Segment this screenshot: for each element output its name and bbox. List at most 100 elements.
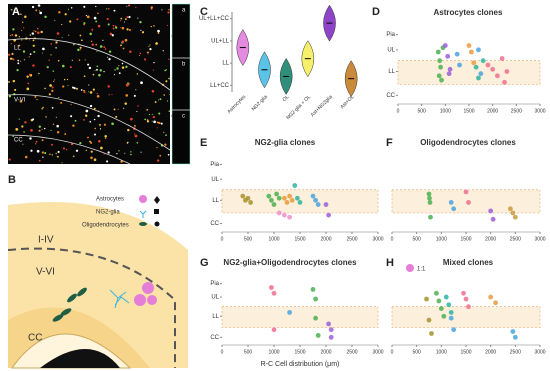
y-tick-label: LL+CC: [210, 83, 230, 89]
x-tick-label: NG2-glia: [251, 94, 269, 112]
speckle: [36, 149, 40, 153]
speckle: [41, 139, 44, 142]
speckle: [89, 91, 93, 94]
speckle: [167, 153, 170, 156]
legend-label: Astrocytes: [96, 197, 124, 203]
panel-letter: E: [200, 137, 207, 149]
speckle: [94, 70, 96, 72]
legend-label: Oligodendrocytes: [82, 223, 129, 229]
point: [480, 58, 486, 64]
speckle: [128, 15, 131, 19]
speckle: [53, 80, 55, 82]
speckle: [126, 5, 128, 7]
speckle: [71, 59, 73, 61]
point: [437, 58, 443, 64]
speckle: [122, 107, 125, 110]
speckle: [165, 80, 168, 83]
point: [315, 202, 321, 207]
speckle: [104, 137, 107, 140]
speckle: [125, 94, 129, 97]
speckle: [127, 83, 130, 86]
y-tick-label: CC: [210, 335, 219, 341]
speckle: [99, 69, 102, 72]
speckle: [75, 149, 79, 152]
speckle: [138, 55, 141, 57]
point: [282, 195, 287, 201]
speckle: [164, 69, 166, 72]
x-tick-label: 500: [244, 236, 253, 242]
speckle: [19, 60, 22, 62]
point: [313, 296, 318, 302]
y-tick-label: Pia: [386, 32, 395, 38]
speckle: [156, 147, 158, 149]
x-tick-label: 2000: [485, 236, 496, 242]
y-tick-label: CC: [386, 93, 395, 99]
speckle: [26, 75, 29, 78]
speckle: [42, 52, 44, 54]
speckle: [91, 43, 94, 46]
speckle: [51, 107, 54, 109]
point: [287, 193, 292, 199]
speckle: [118, 65, 120, 67]
point: [478, 71, 484, 77]
speckle: [98, 139, 101, 143]
speckle: [62, 147, 66, 150]
speckle: [89, 104, 93, 108]
speckle: [88, 84, 90, 86]
point: [442, 43, 448, 48]
speckle: [29, 39, 31, 41]
speckle: [153, 120, 156, 124]
speckle: [126, 16, 129, 19]
speckle: [79, 141, 82, 145]
speckle: [115, 115, 118, 118]
point: [448, 200, 454, 205]
speckle: [93, 118, 96, 121]
speckle: [22, 50, 26, 53]
speckle: [112, 24, 115, 27]
speckle: [67, 85, 69, 87]
speckle: [60, 101, 63, 104]
speckle: [7, 53, 11, 56]
speckle: [64, 133, 67, 135]
speckle: [31, 5, 35, 9]
speckle: [96, 94, 100, 98]
speckle: [146, 120, 150, 123]
speckle: [117, 108, 119, 110]
speckle: [137, 105, 139, 107]
point: [295, 195, 300, 201]
speckle: [37, 31, 40, 35]
x-tick-label: 2500: [511, 108, 522, 114]
speckle: [130, 153, 132, 156]
speckle: [127, 4, 130, 7]
speckle: [104, 48, 107, 50]
x-tick-label: 2500: [510, 349, 521, 355]
speckle: [124, 152, 126, 154]
speckle: [42, 47, 45, 51]
point: [448, 315, 454, 321]
speckle: [23, 59, 26, 61]
x-tick-label: 3000: [534, 108, 545, 114]
speckle: [18, 36, 20, 38]
speckle: [136, 110, 138, 113]
point: [271, 290, 277, 296]
speckle: [158, 121, 161, 125]
speckle: [46, 66, 49, 69]
speckle: [133, 94, 136, 97]
speckle: [166, 100, 169, 102]
speckle: [33, 30, 35, 32]
point: [466, 304, 471, 310]
point: [266, 193, 272, 199]
y-tick-label: LL: [222, 61, 229, 67]
speckle: [96, 68, 98, 71]
speckle: [22, 21, 24, 23]
speckle: [80, 49, 82, 51]
x-tick-label: 1500: [463, 108, 474, 114]
speckle: [83, 90, 86, 94]
x-tick-label: 500: [244, 349, 253, 355]
image-label: LL: [14, 46, 21, 52]
speckle: [54, 20, 56, 22]
speckle: [57, 155, 59, 158]
speckle: [119, 20, 122, 22]
point: [490, 66, 496, 72]
point: [499, 56, 505, 61]
